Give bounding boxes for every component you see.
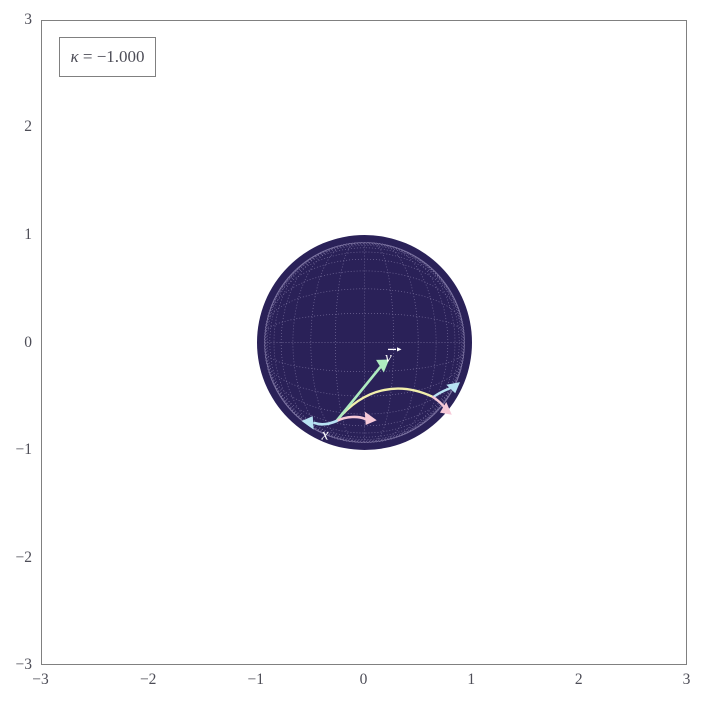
svg-text:x: x — [320, 426, 328, 443]
svg-text:v: v — [385, 350, 392, 366]
